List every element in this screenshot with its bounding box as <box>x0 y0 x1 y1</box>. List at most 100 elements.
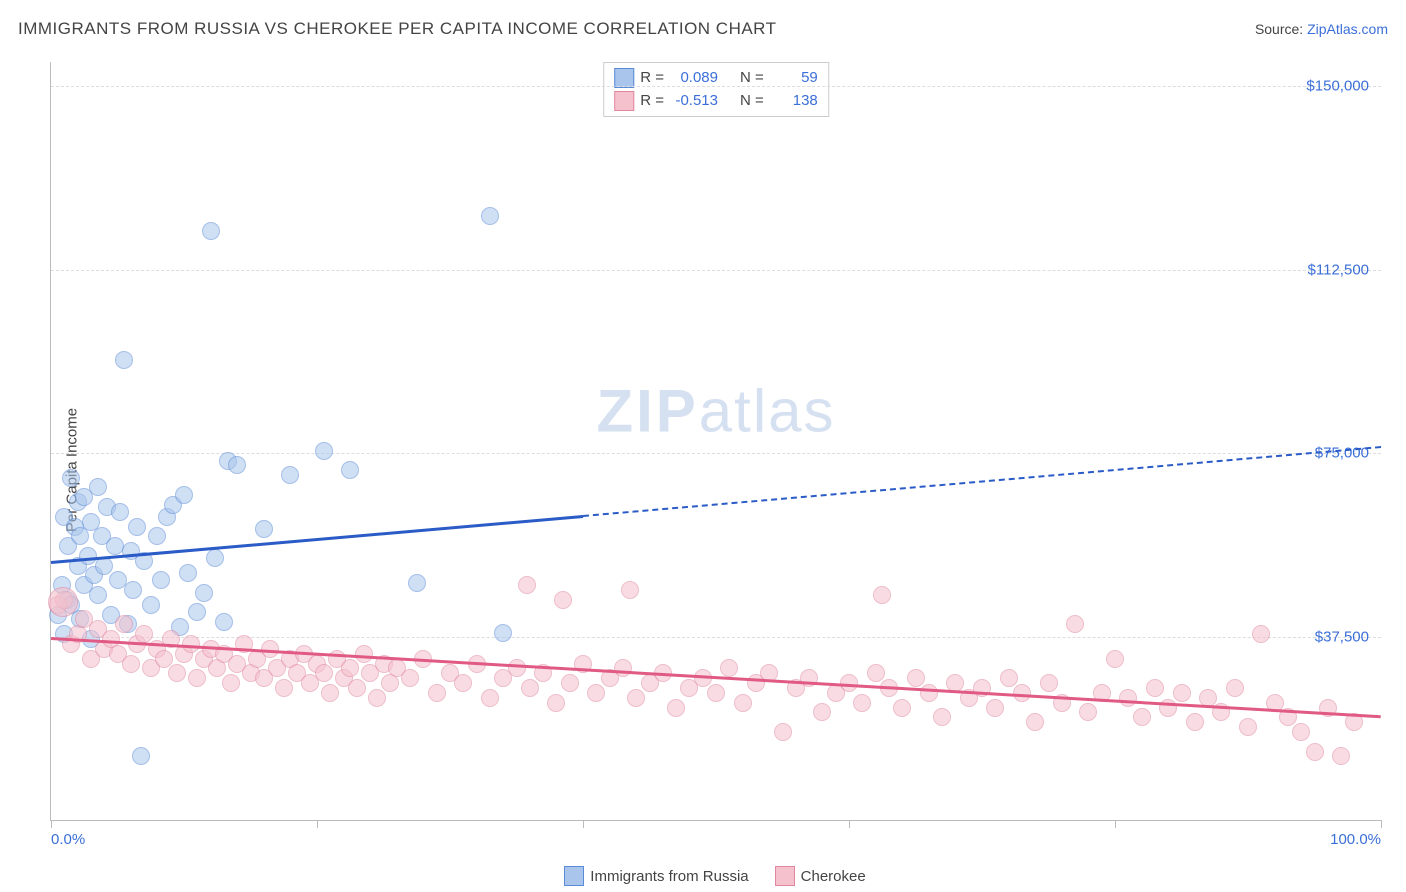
scatter-point-cherokee <box>1040 674 1058 692</box>
scatter-point-cherokee <box>1159 699 1177 717</box>
scatter-point-russia <box>215 613 233 631</box>
x-tick <box>849 820 850 828</box>
scatter-point-cherokee <box>907 669 925 687</box>
stats-row-cherokee: R =-0.513N =138 <box>614 90 818 113</box>
legend-item-russia: Immigrants from Russia <box>564 866 748 886</box>
scatter-point-cherokee <box>401 669 419 687</box>
scatter-point-cherokee <box>1133 708 1151 726</box>
scatter-point-russia <box>71 527 89 545</box>
scatter-point-cherokee <box>222 674 240 692</box>
scatter-point-cherokee <box>707 684 725 702</box>
scatter-point-cherokee <box>1146 679 1164 697</box>
scatter-point-cherokee <box>920 684 938 702</box>
scatter-point-cherokee <box>554 591 572 609</box>
scatter-point-cherokee <box>1119 689 1137 707</box>
watermark-bold: ZIP <box>596 377 698 444</box>
x-tick <box>1381 820 1382 828</box>
scatter-point-russia <box>142 596 160 614</box>
scatter-point-cherokee <box>355 645 373 663</box>
scatter-point-cherokee <box>627 689 645 707</box>
scatter-point-cherokee <box>1000 669 1018 687</box>
scatter-point-russia <box>202 222 220 240</box>
scatter-point-russia <box>206 549 224 567</box>
scatter-point-cherokee <box>1252 625 1270 643</box>
scatter-point-cherokee <box>481 689 499 707</box>
scatter-point-russia <box>132 747 150 765</box>
stat-r-value: -0.513 <box>670 90 718 113</box>
scatter-point-cherokee <box>986 699 1004 717</box>
gridline <box>51 270 1381 271</box>
source-label: Source: <box>1255 21 1307 37</box>
scatter-point-cherokee <box>348 679 366 697</box>
scatter-point-cherokee <box>587 684 605 702</box>
series-legend: Immigrants from Russia Cherokee <box>50 866 1380 886</box>
scatter-point-russia <box>188 603 206 621</box>
scatter-point-russia <box>89 478 107 496</box>
scatter-point-cherokee <box>518 576 536 594</box>
source: Source: ZipAtlas.com <box>1255 21 1388 37</box>
scatter-point-russia <box>481 207 499 225</box>
scatter-point-cherokee <box>275 679 293 697</box>
chart: Per Capita Income ZIPatlas R =0.089N =59… <box>0 48 1406 892</box>
scatter-point-russia <box>408 574 426 592</box>
scatter-point-cherokee <box>508 659 526 677</box>
scatter-point-russia <box>111 503 129 521</box>
y-tick-label: $112,500 <box>1308 261 1369 278</box>
scatter-point-russia <box>179 564 197 582</box>
scatter-point-cherokee <box>1292 723 1310 741</box>
scatter-point-cherokee <box>155 650 173 668</box>
x-tick <box>583 820 584 828</box>
highlighted-point <box>48 587 78 617</box>
scatter-point-cherokee <box>561 674 579 692</box>
scatter-point-russia <box>175 486 193 504</box>
trend-line <box>583 446 1381 517</box>
plot-area: ZIPatlas R =0.089N =59R =-0.513N =138 $3… <box>50 62 1381 821</box>
scatter-point-cherokee <box>614 659 632 677</box>
scatter-point-cherokee <box>547 694 565 712</box>
scatter-point-russia <box>315 442 333 460</box>
gridline <box>51 86 1381 87</box>
scatter-point-cherokee <box>341 659 359 677</box>
scatter-point-russia <box>109 571 127 589</box>
scatter-point-cherokee <box>867 664 885 682</box>
legend-swatch <box>614 91 634 111</box>
scatter-point-cherokee <box>813 703 831 721</box>
legend-swatch <box>614 68 634 88</box>
legend-swatch <box>775 866 795 886</box>
x-tick <box>317 820 318 828</box>
legend-label: Immigrants from Russia <box>590 868 748 885</box>
scatter-point-russia <box>62 469 80 487</box>
x-tick-label: 100.0% <box>1330 831 1381 848</box>
scatter-point-cherokee <box>734 694 752 712</box>
scatter-point-cherokee <box>621 581 639 599</box>
scatter-point-cherokee <box>873 586 891 604</box>
scatter-point-cherokee <box>428 684 446 702</box>
scatter-point-russia <box>494 624 512 642</box>
scatter-point-cherokee <box>321 684 339 702</box>
scatter-point-russia <box>255 520 273 538</box>
x-tick-label: 0.0% <box>51 831 85 848</box>
source-link[interactable]: ZipAtlas.com <box>1307 21 1388 37</box>
scatter-point-russia <box>228 456 246 474</box>
scatter-point-cherokee <box>1332 747 1350 765</box>
legend-label: Cherokee <box>801 868 866 885</box>
stat-n-value: 138 <box>770 90 818 113</box>
chart-title: IMMIGRANTS FROM RUSSIA VS CHEROKEE PER C… <box>18 19 777 39</box>
scatter-point-cherokee <box>135 625 153 643</box>
stat-r-label: R = <box>640 90 664 113</box>
scatter-point-cherokee <box>188 669 206 687</box>
gridline <box>51 453 1381 454</box>
legend-item-cherokee: Cherokee <box>775 866 866 886</box>
scatter-point-cherokee <box>1106 650 1124 668</box>
scatter-point-russia <box>79 547 97 565</box>
x-tick <box>1115 820 1116 828</box>
scatter-point-cherokee <box>168 664 186 682</box>
scatter-point-cherokee <box>720 659 738 677</box>
stats-legend: R =0.089N =59R =-0.513N =138 <box>603 62 829 117</box>
y-tick-label: $150,000 <box>1306 78 1369 95</box>
scatter-point-cherokee <box>667 699 685 717</box>
scatter-point-cherokee <box>454 674 472 692</box>
scatter-point-cherokee <box>1239 718 1257 736</box>
x-tick <box>51 820 52 828</box>
scatter-point-russia <box>341 461 359 479</box>
